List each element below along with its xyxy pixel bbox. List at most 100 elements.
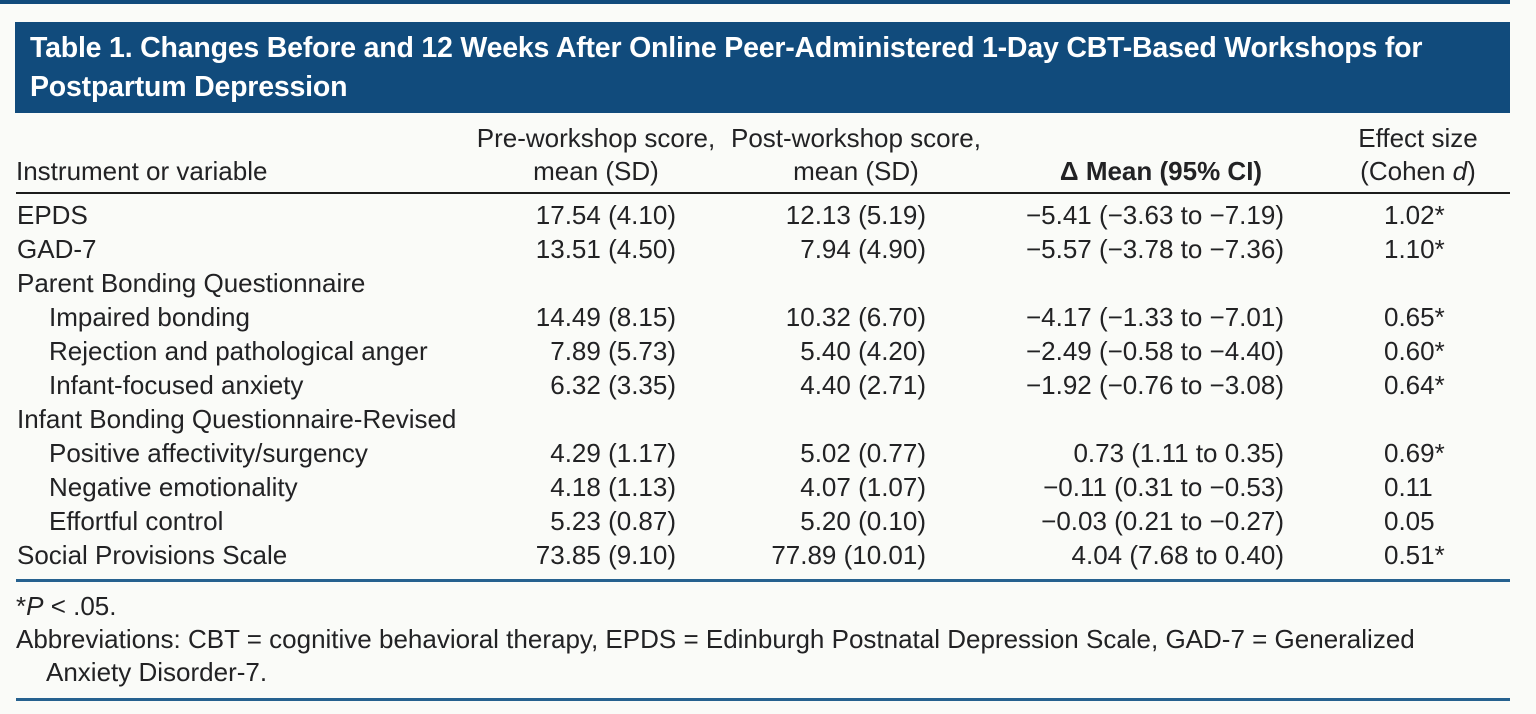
- row-delta-mean: −5.41 (−3.63 to −7.19): [1025, 200, 1284, 230]
- effect-value: 0.65: [1384, 302, 1435, 332]
- row-post-score: 77.89 (10.01): [771, 540, 926, 570]
- significance-star: *: [1434, 370, 1445, 400]
- row-effect-size: 0.11: [1326, 470, 1510, 504]
- significance-note: *P < .05.: [16, 591, 117, 621]
- row-effect-size: 1.02*: [1326, 193, 1510, 232]
- effect-value: 1.10: [1384, 234, 1435, 264]
- row-delta-mean: −0.11 (0.31 to −0.53): [1043, 472, 1284, 502]
- row-post-score: 12.13 (5.19): [785, 200, 926, 230]
- data-table: Instrument or variable Pre-workshop scor…: [16, 122, 1510, 572]
- row-post-score: [716, 266, 996, 300]
- table-row: GAD-7 13.51 (4.50) 7.94 (4.90) −5.57 (−3…: [16, 232, 1510, 266]
- row-delta-mean: [996, 402, 1326, 436]
- row-label: Social Provisions Scale: [17, 540, 288, 570]
- row-pre-score: 4.29 (1.17): [550, 438, 676, 468]
- row-pre-score: 5.23 (0.87): [550, 506, 676, 536]
- row-label: Effortful control: [49, 506, 224, 536]
- table-title: Table 1. Changes Before and 12 Weeks Aft…: [30, 32, 1423, 104]
- footnotes: *P < .05. Abbreviations: CBT = cognitive…: [16, 582, 1510, 689]
- table-row: EPDS 17.54 (4.10) 12.13 (5.19) −5.41 (−3…: [16, 193, 1510, 232]
- row-post-score: 5.20 (0.10): [800, 506, 926, 536]
- table-row: Rejection and pathological anger 7.89 (5…: [16, 334, 1510, 368]
- row-delta-mean: 4.04 (7.68 to 0.40): [1071, 540, 1284, 570]
- table-row: Parent Bonding Questionnaire: [16, 266, 1510, 300]
- header-pre-workshop: Pre-workshop score, mean (SD): [476, 122, 716, 194]
- effect-value: 1.02: [1384, 200, 1435, 230]
- row-effect-size: 0.51*: [1326, 538, 1510, 572]
- row-effect-size: 0.05: [1326, 504, 1510, 538]
- row-pre-score: 17.54 (4.10): [535, 200, 676, 230]
- significance-star: *: [1434, 336, 1445, 366]
- table-row: Impaired bonding 14.49 (8.15) 10.32 (6.7…: [16, 300, 1510, 334]
- table-title-bar: Table 1. Changes Before and 12 Weeks Aft…: [15, 22, 1510, 113]
- table-row: Infant-focused anxiety 6.32 (3.35) 4.40 …: [16, 368, 1510, 402]
- table-row: Infant Bonding Questionnaire-Revised: [16, 402, 1510, 436]
- effect-value: 0.69: [1384, 438, 1435, 468]
- row-pre-score: [476, 402, 716, 436]
- table-header: Instrument or variable Pre-workshop scor…: [16, 122, 1510, 194]
- abbreviations-note: Abbreviations: CBT = cognitive behaviora…: [16, 624, 1415, 687]
- row-delta-mean: 0.73 (1.11 to 0.35): [1073, 438, 1284, 468]
- row-delta-mean: −4.17 (−1.33 to −7.01): [1025, 302, 1284, 332]
- row-label: Positive affectivity/surgency: [49, 438, 368, 468]
- row-effect-size: 0.65*: [1326, 300, 1510, 334]
- header-row: Instrument or variable Pre-workshop scor…: [16, 122, 1510, 194]
- header-delta-mean: Δ Mean (95% CI): [996, 122, 1326, 194]
- table-body: EPDS 17.54 (4.10) 12.13 (5.19) −5.41 (−3…: [16, 193, 1510, 572]
- row-pre-score: 6.32 (3.35): [550, 370, 676, 400]
- significance-star: *: [1434, 540, 1445, 570]
- effect-size-line1: Effect size: [1358, 123, 1478, 153]
- row-label: Parent Bonding Questionnaire: [17, 268, 366, 298]
- effect-value: 0.60: [1384, 336, 1435, 366]
- effect-value: 0.51: [1384, 540, 1435, 570]
- row-post-score: 4.40 (2.71): [800, 370, 926, 400]
- row-pre-score: 7.89 (5.73): [550, 336, 676, 366]
- row-post-score: 7.94 (4.90): [800, 234, 926, 264]
- row-label: EPDS: [17, 200, 88, 230]
- row-label: Infant-focused anxiety: [49, 370, 304, 400]
- header-instrument: Instrument or variable: [16, 122, 476, 194]
- table-row: Positive affectivity/surgency 4.29 (1.17…: [16, 436, 1510, 470]
- effect-size-line2: (Cohen d): [1360, 155, 1476, 186]
- effect-value: 0.11: [1384, 472, 1433, 502]
- row-post-score: [716, 402, 996, 436]
- table-row: Effortful control 5.23 (0.87) 5.20 (0.10…: [16, 504, 1510, 538]
- significance-star: *: [1434, 234, 1445, 264]
- effect-value: 0.64: [1384, 370, 1435, 400]
- row-effect-size: [1326, 266, 1510, 300]
- row-delta-mean: −0.03 (0.21 to −0.27): [1041, 506, 1284, 536]
- row-effect-size: 0.60*: [1326, 334, 1510, 368]
- header-effect-size: Effect size (Cohen d): [1326, 122, 1510, 194]
- top-rule: [0, 0, 1510, 4]
- row-delta-mean: −5.57 (−3.78 to −7.36): [1025, 234, 1284, 264]
- significance-star: *: [1434, 438, 1445, 468]
- table-bottom-rule: [16, 579, 1510, 582]
- row-label: GAD-7: [17, 234, 97, 264]
- row-label: Infant Bonding Questionnaire-Revised: [17, 404, 457, 434]
- significance-star: *: [1434, 200, 1445, 230]
- row-pre-score: 73.85 (9.10): [535, 540, 676, 570]
- significance-star: *: [1434, 302, 1445, 332]
- row-pre-score: 13.51 (4.50): [535, 234, 676, 264]
- row-label: Rejection and pathological anger: [49, 336, 428, 366]
- table-content: Instrument or variable Pre-workshop scor…: [16, 122, 1510, 701]
- row-delta-mean: −2.49 (−0.58 to −4.40): [1025, 336, 1284, 366]
- row-label: Impaired bonding: [49, 302, 250, 332]
- row-pre-score: [476, 266, 716, 300]
- row-effect-size: 0.64*: [1326, 368, 1510, 402]
- row-effect-size: 0.69*: [1326, 436, 1510, 470]
- page-bottom-rule: [16, 698, 1510, 701]
- row-label: Negative emotionality: [49, 472, 298, 502]
- row-pre-score: 14.49 (8.15): [535, 302, 676, 332]
- row-post-score: 10.32 (6.70): [785, 302, 926, 332]
- row-delta-mean: [996, 266, 1326, 300]
- row-post-score: 4.07 (1.07): [800, 472, 926, 502]
- table-row: Social Provisions Scale 73.85 (9.10) 77.…: [16, 538, 1510, 572]
- row-pre-score: 4.18 (1.13): [550, 472, 676, 502]
- header-post-workshop: Post-workshop score, mean (SD): [716, 122, 996, 194]
- row-effect-size: [1326, 402, 1510, 436]
- row-delta-mean: −1.92 (−0.76 to −3.08): [1025, 370, 1284, 400]
- row-post-score: 5.02 (0.77): [800, 438, 926, 468]
- row-effect-size: 1.10*: [1326, 232, 1510, 266]
- row-post-score: 5.40 (4.20): [800, 336, 926, 366]
